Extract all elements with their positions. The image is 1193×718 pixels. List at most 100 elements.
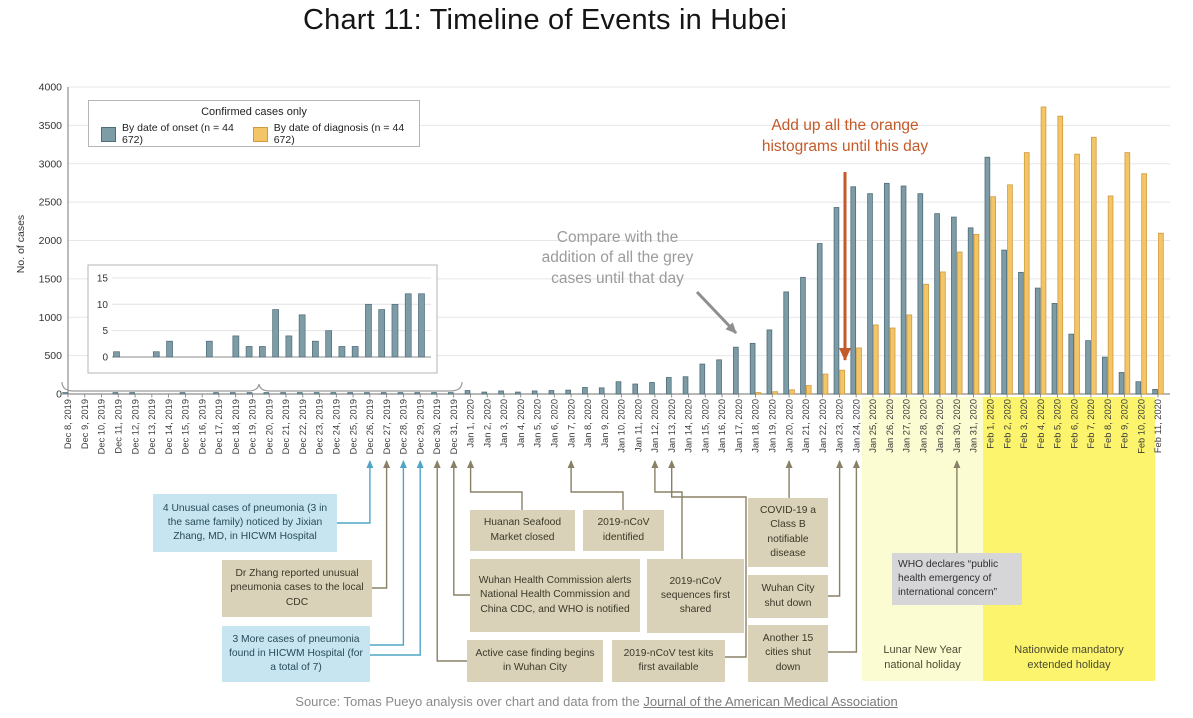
event-box-unusual: 4 Unusual cases of pneumonia (3 in the s… bbox=[153, 494, 337, 552]
inset-bar bbox=[404, 293, 412, 358]
event-box-another15: Another 15 cities shut down bbox=[748, 625, 828, 682]
legend: Confirmed cases only By date of onset (n… bbox=[88, 100, 420, 147]
onset-bar bbox=[1018, 271, 1024, 395]
onset-bar bbox=[598, 387, 605, 395]
december-brace bbox=[61, 381, 463, 392]
diagnosis-bar bbox=[805, 385, 812, 395]
onset-bar bbox=[766, 329, 773, 395]
onset-bar bbox=[883, 182, 890, 395]
onset-bar bbox=[800, 276, 806, 395]
date-label: Dec 11, 2019 bbox=[114, 399, 124, 454]
onset-bar bbox=[833, 207, 840, 395]
inset-tick-label: 15 bbox=[97, 273, 109, 284]
orange-annotation: Add up all the orange histograms until t… bbox=[761, 117, 929, 155]
onset-bar bbox=[280, 392, 286, 395]
onset-bar bbox=[632, 383, 639, 395]
date-label: Dec 19, 2019 bbox=[248, 399, 258, 454]
onset-bar bbox=[414, 392, 421, 395]
date-label: Feb 7, 2020 bbox=[1086, 399, 1096, 449]
onset-bar bbox=[699, 363, 706, 395]
diagnosis-bar bbox=[973, 233, 980, 395]
connector-huanan bbox=[467, 460, 523, 510]
onset-bar bbox=[1135, 381, 1142, 395]
date-label: Jan 1, 2020 bbox=[466, 399, 476, 448]
lunar-holiday-band bbox=[862, 397, 983, 681]
diagnosis-swatch bbox=[252, 126, 268, 142]
connector-threemore bbox=[370, 460, 407, 646]
onset-bar bbox=[749, 342, 756, 395]
inset-tick-label: 5 bbox=[102, 326, 108, 337]
onset-bar bbox=[850, 186, 857, 395]
legend-diagnosis-label: By date of diagnosis (n = 44 672) bbox=[273, 122, 405, 146]
y-tick-label: 2500 bbox=[39, 197, 63, 209]
connector-identified bbox=[567, 460, 624, 510]
onset-swatch bbox=[101, 126, 116, 142]
date-label: Dec 21, 2019 bbox=[281, 399, 291, 454]
onset-bar bbox=[481, 391, 488, 395]
inset-bar bbox=[245, 346, 253, 358]
page-title: Chart 11: Timeline of Events in Hubei bbox=[303, 4, 787, 36]
onset-bar bbox=[1085, 340, 1091, 395]
onset-bar bbox=[447, 392, 454, 395]
onset-bar bbox=[1001, 249, 1007, 395]
inset-tick-label: 10 bbox=[97, 300, 109, 311]
date-label: Jan 4, 2020 bbox=[516, 399, 526, 448]
y-tick-label: 0 bbox=[56, 389, 62, 401]
y-tick-label: 1500 bbox=[39, 273, 63, 285]
date-label: Jan 6, 2020 bbox=[550, 399, 560, 448]
legend-title: Confirmed cases only bbox=[201, 106, 307, 118]
y-tick-label: 2000 bbox=[39, 235, 63, 247]
date-label: Dec 24, 2019 bbox=[332, 399, 342, 454]
onset-bar bbox=[213, 392, 219, 395]
inset-bar bbox=[259, 346, 266, 358]
date-label: Feb 5, 2020 bbox=[1053, 399, 1063, 449]
diagnosis-bar bbox=[1158, 232, 1164, 395]
date-label: Dec 30, 2019 bbox=[432, 399, 442, 454]
date-label: Dec 8, 2019 bbox=[63, 399, 73, 449]
date-label: Jan 14, 2020 bbox=[684, 399, 694, 453]
onset-bar bbox=[548, 390, 555, 395]
date-label: Jan 18, 2020 bbox=[751, 399, 761, 453]
legend-onset-entry: By date of onset (n = 44 672) bbox=[101, 122, 253, 146]
onset-bar bbox=[515, 391, 521, 395]
inset-bar bbox=[312, 340, 319, 358]
onset-bar bbox=[397, 392, 404, 395]
date-label: Dec 15, 2019 bbox=[181, 399, 191, 454]
date-label: Jan 23, 2020 bbox=[835, 399, 845, 453]
legend-diagnosis-entry: By date of diagnosis (n = 44 672) bbox=[252, 122, 419, 146]
event-box-huanan: Huanan Seafood Market closed bbox=[470, 510, 575, 551]
date-label: Jan 2, 2020 bbox=[482, 399, 492, 448]
date-label: Dec 12, 2019 bbox=[130, 399, 140, 454]
connector-unusual bbox=[337, 460, 374, 524]
inset-bar bbox=[378, 309, 386, 358]
date-label: Jan 28, 2020 bbox=[918, 399, 928, 453]
inset-bar bbox=[205, 340, 213, 358]
diagnosis-bar bbox=[1124, 152, 1131, 395]
event-box-threemore: 3 More cases of pneumonia found in HICWM… bbox=[222, 626, 370, 682]
inset-bar bbox=[285, 335, 293, 358]
onset-bar bbox=[565, 389, 571, 395]
date-label: Dec 14, 2019 bbox=[164, 399, 174, 454]
event-box-wuhanshut: Wuhan City shut down bbox=[748, 575, 828, 618]
date-label: Jan 9, 2020 bbox=[600, 399, 610, 448]
date-label: Jan 13, 2020 bbox=[667, 399, 677, 453]
source-link[interactable]: Journal of the American Medical Associat… bbox=[643, 694, 898, 709]
date-label: Jan 31, 2020 bbox=[969, 399, 979, 453]
onset-bar bbox=[347, 392, 353, 395]
onset-bar bbox=[229, 392, 236, 395]
onset-bar bbox=[615, 381, 622, 395]
inset-bar bbox=[113, 351, 120, 358]
onset-bar bbox=[900, 185, 907, 395]
date-label: Dec 26, 2019 bbox=[365, 399, 375, 454]
source-text: Source: Tomas Pueyo analysis over chart … bbox=[295, 694, 644, 709]
event-box-whc: Wuhan Health Commission alerts National … bbox=[470, 559, 640, 632]
inset-bar bbox=[232, 335, 240, 358]
diagnosis-bar bbox=[873, 324, 879, 395]
date-label: Dec 25, 2019 bbox=[348, 399, 358, 454]
onset-bar bbox=[917, 193, 924, 395]
date-label: Jan 5, 2020 bbox=[533, 399, 543, 448]
onset-bar bbox=[263, 392, 270, 395]
connector-active bbox=[433, 460, 467, 662]
y-axis-label: No. of cases bbox=[15, 214, 27, 274]
date-label: Dec 28, 2019 bbox=[399, 399, 409, 454]
